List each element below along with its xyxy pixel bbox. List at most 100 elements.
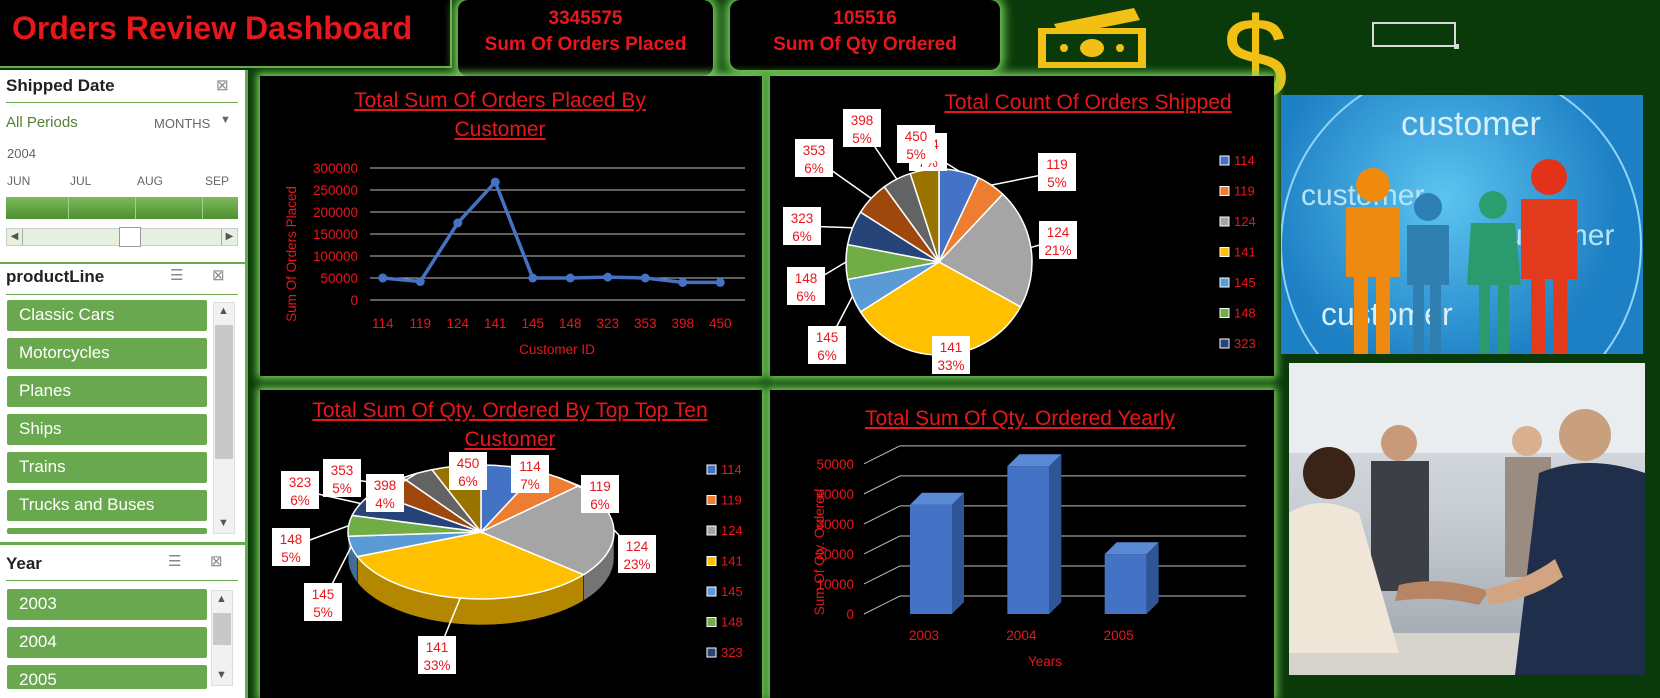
slicer-item-classic-cars[interactable]: Classic Cars: [7, 300, 207, 331]
legend-swatch: [706, 464, 717, 475]
chart-title: Total Count Of Orders Shipped: [944, 91, 1232, 114]
chevron-down-icon[interactable]: ▼: [216, 669, 227, 681]
bar-side: [1049, 454, 1062, 614]
chevron-down-icon[interactable]: ▼: [218, 517, 229, 529]
data-label-name: 124: [626, 539, 649, 554]
y-tick-label: 10000: [816, 577, 854, 592]
data-label-percent: 4%: [375, 496, 395, 511]
data-label-percent: 5%: [332, 481, 352, 496]
data-label-percent: 6%: [792, 229, 812, 244]
scroll-left-icon[interactable]: ◀: [7, 229, 23, 245]
line-chart: 0 50000 100000 150000 200000 250000 300000 114 1…: [284, 161, 745, 357]
selected-cell[interactable]: [1372, 22, 1456, 47]
slicer-item-motorcycles[interactable]: Motorcycles: [7, 338, 207, 369]
multi-select-icon[interactable]: ☰: [168, 553, 182, 570]
chevron-up-icon[interactable]: ▲: [216, 593, 227, 605]
scroll-thumb[interactable]: [215, 325, 233, 459]
year-slicer-title: Year: [6, 554, 42, 573]
data-label-name: 353: [803, 143, 826, 158]
y-axis-label: Sum Of Qty. Ordered: [812, 489, 827, 616]
timeline-title: Shipped Date: [6, 76, 115, 95]
data-label-box: [843, 109, 881, 147]
pie-slice-141: [355, 531, 586, 600]
chevron-up-icon[interactable]: ▲: [218, 305, 229, 317]
scroll-thumb[interactable]: [213, 613, 231, 645]
y-axis-label: Sum Of Orders Placed: [284, 186, 299, 322]
bar-2004: [1007, 466, 1050, 614]
data-label-name: 398: [374, 478, 397, 493]
x-tick-label: 114: [372, 316, 394, 331]
timeline-scrollbar[interactable]: ◀ ▶: [6, 227, 238, 247]
clear-filter-icon[interactable]: ⊠: [216, 77, 229, 94]
data-label-name: 323: [289, 475, 312, 490]
slicer-item-2003[interactable]: 2003: [7, 589, 207, 620]
scroll-right-icon[interactable]: ▶: [221, 229, 237, 245]
time-unit-dropdown[interactable]: MONTHS: [154, 116, 211, 131]
slicer-item-partial[interactable]: [7, 528, 207, 534]
gridline-depth: [863, 475, 901, 495]
legend-entry: 323: [721, 645, 743, 660]
slicer-item-ships[interactable]: Ships: [7, 414, 207, 445]
chevron-down-icon[interactable]: ▼: [220, 114, 231, 126]
customer-globe-image: customer customer customer customer: [1281, 95, 1643, 354]
x-tick-label: 2005: [1104, 628, 1134, 643]
slicer-item-2004[interactable]: 2004: [7, 627, 207, 658]
kpi-value: 105516: [833, 8, 897, 29]
data-label-name: 145: [816, 330, 839, 345]
data-label-percent: 5%: [313, 605, 333, 620]
x-tick-label: 450: [709, 316, 732, 331]
data-label-percent: 6%: [290, 493, 310, 508]
cell-fill-handle[interactable]: [1454, 44, 1459, 49]
chart-title: Total Sum Of Orders Placed By Customer: [354, 89, 646, 141]
clear-filter-icon[interactable]: ⊠: [210, 553, 223, 570]
data-label-box: [581, 475, 619, 513]
bar-top: [1007, 454, 1062, 467]
scroll-thumb[interactable]: [119, 227, 141, 247]
timeline-bar[interactable]: [6, 197, 238, 219]
legend-entry: 119: [721, 493, 742, 508]
multi-select-icon[interactable]: ☰: [170, 267, 184, 284]
kpi-value: 3345575: [548, 8, 623, 29]
slicer-item-trains[interactable]: Trains: [7, 452, 207, 483]
data-label-percent: 5%: [281, 550, 301, 565]
slicer-item-trucks-and-buses[interactable]: Trucks and Buses: [7, 490, 207, 521]
data-label-name: 141: [426, 640, 449, 655]
pie-chart-panel-qty: Total Sum Of Qty. Ordered By Top Top Ten…: [260, 390, 762, 698]
slicer-item-2005[interactable]: 2005: [7, 665, 207, 689]
legend-entry: 148: [721, 615, 743, 630]
data-label-name: 450: [457, 456, 480, 471]
timeline-month: SEP: [205, 174, 230, 188]
chart-title: Total Sum Of Qty. Ordered By Top Top Ten…: [312, 399, 708, 451]
data-label-box: [618, 535, 656, 573]
clear-filter-icon[interactable]: ⊠: [212, 267, 225, 284]
gridline-depth: [863, 595, 901, 615]
legend-swatch: [1219, 277, 1230, 288]
legend-swatch: [1219, 155, 1230, 166]
y-tick-label: 100000: [313, 249, 358, 264]
data-label-name: 450: [905, 129, 928, 144]
y-tick-label: 0: [846, 607, 854, 622]
productline-scrollbar[interactable]: ▲ ▼: [213, 302, 235, 534]
data-label-box: [449, 452, 487, 490]
series-line: [382, 178, 721, 285]
data-label-percent: 5%: [906, 147, 926, 162]
kpi-card-qty-ordered: 105516 Sum Of Qty Ordered: [730, 0, 1000, 70]
data-label-box: [787, 267, 825, 305]
legend-swatch: [1219, 308, 1230, 318]
legend-entry: 148: [1234, 306, 1256, 321]
x-tick-label: 119: [409, 316, 431, 331]
data-label-name: 124: [1047, 225, 1070, 240]
legend-entry: 114: [1234, 153, 1255, 168]
legend-swatch: [706, 495, 717, 505]
data-label-box: [1039, 221, 1077, 259]
legend-swatch: [706, 556, 717, 566]
slicer-item-planes[interactable]: Planes: [7, 376, 207, 407]
data-point: [378, 273, 388, 283]
year-scrollbar[interactable]: ▲ ▼: [211, 590, 233, 686]
data-point: [528, 273, 538, 283]
y-tick-label: 150000: [313, 227, 358, 242]
data-label-box: [932, 336, 970, 374]
data-label-name: 114: [519, 459, 541, 474]
legend-swatch: [1219, 186, 1230, 196]
period-label: All Periods: [6, 114, 78, 131]
